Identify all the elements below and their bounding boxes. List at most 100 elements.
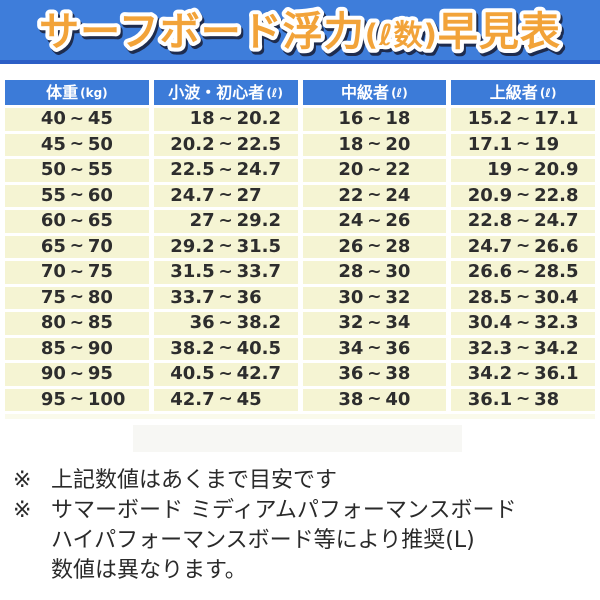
footnote-line: サマーボード ミディアムパフォーマンスボード <box>51 498 517 523</box>
table-cell-weight: 60 ~65 <box>5 210 149 233</box>
range-max: 28 <box>385 235 411 257</box>
range-max: 34 <box>385 312 411 334</box>
range-min: 36 <box>189 312 215 334</box>
range-separator: ~ <box>516 134 531 155</box>
table-cell-weight: 65 ~70 <box>5 235 149 258</box>
range-max: 36 <box>236 286 262 308</box>
range-max: 45 <box>87 108 113 130</box>
table-cell-intermediate: 26 ~28 <box>302 235 447 258</box>
footnote-line: ハイパフォーマンスボード等により推奨(L) <box>51 528 475 553</box>
range-max: 70 <box>87 235 113 257</box>
column-header-weight: 体重 (kg) <box>5 80 149 105</box>
footnote-line: 上記数値はあくまで目安です <box>51 468 338 493</box>
range-max: 30.4 <box>534 286 579 308</box>
table-cell-beginner: 42.7 ~45 <box>153 388 298 411</box>
table-cell-beginner: 27 ~29.2 <box>153 210 298 233</box>
table-cell-beginner: 33.7 ~36 <box>153 286 298 309</box>
range-max: 95 <box>87 363 113 385</box>
range-min: 40 <box>40 108 66 130</box>
range-separator: ~ <box>218 287 233 308</box>
table-cell-weight: 75 ~80 <box>5 286 149 309</box>
table-cell-weight: 50 ~55 <box>5 159 149 182</box>
range-min: 29.2 <box>170 235 215 257</box>
range-separator: ~ <box>69 185 84 206</box>
range-separator: ~ <box>218 236 233 257</box>
range-separator: ~ <box>69 363 84 384</box>
table-cell-beginner: 22.5 ~24.7 <box>153 159 298 182</box>
range-min: 30 <box>338 286 364 308</box>
range-separator: ~ <box>367 185 382 206</box>
range-min: 32.3 <box>467 337 513 359</box>
range-separator: ~ <box>218 108 233 129</box>
faded-row-remnant <box>5 414 595 419</box>
range-min: 20.2 <box>170 133 215 155</box>
range-min: 24 <box>338 210 364 232</box>
range-max: 20 <box>385 133 411 155</box>
column-header-beginner: 小波・初心者 (ℓ) <box>153 80 298 105</box>
range-separator: ~ <box>516 338 531 359</box>
table-cell-intermediate: 24 ~26 <box>302 210 447 233</box>
range-min: 28 <box>338 261 364 283</box>
table-cell-advanced: 22.8 ~24.7 <box>451 210 595 233</box>
range-min: 18 <box>189 108 215 130</box>
table-cell-weight: 70 ~75 <box>5 261 149 284</box>
range-max: 30 <box>385 261 411 283</box>
range-separator: ~ <box>516 185 531 206</box>
table-cell-weight: 40 ~45 <box>5 108 149 131</box>
range-max: 36.1 <box>534 363 579 385</box>
range-min: 17.1 <box>467 133 513 155</box>
range-min: 24.7 <box>170 184 215 206</box>
range-separator: ~ <box>367 134 382 155</box>
table-cell-advanced: 28.5 ~30.4 <box>451 286 595 309</box>
range-min: 38 <box>338 388 364 410</box>
column-header-intermediate: 中級者 (ℓ) <box>302 80 447 105</box>
table-cell-intermediate: 20 ~22 <box>302 159 447 182</box>
range-max: 32.3 <box>534 312 579 334</box>
range-max: 24 <box>385 184 411 206</box>
range-separator: ~ <box>516 363 531 384</box>
range-min: 75 <box>40 286 66 308</box>
range-separator: ~ <box>69 236 84 257</box>
range-separator: ~ <box>516 159 531 180</box>
banner-title-graphic: サーフボード浮力(ℓ数)早見表 <box>35 5 564 59</box>
range-separator: ~ <box>367 287 382 308</box>
range-min: 27 <box>189 210 215 232</box>
reference-mark: ※ <box>13 498 32 523</box>
range-min: 40.5 <box>170 363 215 385</box>
range-max: 29.2 <box>236 210 282 232</box>
range-min: 18 <box>338 133 364 155</box>
range-max: 40.5 <box>236 337 282 359</box>
table-cell-intermediate: 32 ~34 <box>302 312 447 335</box>
table-cell-advanced: 19 ~20.9 <box>451 159 595 182</box>
footnote: ※ 上記数値はあくまで目安です <box>13 466 592 496</box>
table-cell-intermediate: 36 ~38 <box>302 363 447 386</box>
range-max: 100 <box>87 388 126 410</box>
range-max: 60 <box>87 184 113 206</box>
range-min: 50 <box>40 159 66 181</box>
table-cell-beginner: 31.5 ~33.7 <box>153 261 298 284</box>
table-cell-beginner: 20.2 ~22.5 <box>153 133 298 156</box>
range-min: 80 <box>40 312 66 334</box>
table-cell-advanced: 36.1 ~38 <box>451 388 595 411</box>
range-max: 31.5 <box>236 235 282 257</box>
table-cell-advanced: 20.9 ~22.8 <box>451 184 595 207</box>
table-cell-weight: 90 ~95 <box>5 363 149 386</box>
table-cell-intermediate: 18 ~20 <box>302 133 447 156</box>
range-max: 36 <box>385 337 411 359</box>
range-min: 90 <box>40 363 66 385</box>
range-min: 42.7 <box>170 388 215 410</box>
range-separator: ~ <box>516 287 531 308</box>
range-min: 26 <box>338 235 364 257</box>
range-max: 27 <box>236 184 262 206</box>
range-min: 26.6 <box>467 261 513 283</box>
range-min: 55 <box>40 184 66 206</box>
range-separator: ~ <box>218 134 233 155</box>
page-title: サーフボード浮力(ℓ数)早見表 <box>39 9 561 55</box>
column-header-unit: (ℓ) <box>539 85 557 100</box>
range-min: 24.7 <box>467 235 513 257</box>
range-max: 40 <box>385 388 411 410</box>
range-min: 70 <box>40 261 66 283</box>
range-min: 31.5 <box>170 261 215 283</box>
range-separator: ~ <box>69 210 84 231</box>
range-min: 85 <box>40 337 66 359</box>
